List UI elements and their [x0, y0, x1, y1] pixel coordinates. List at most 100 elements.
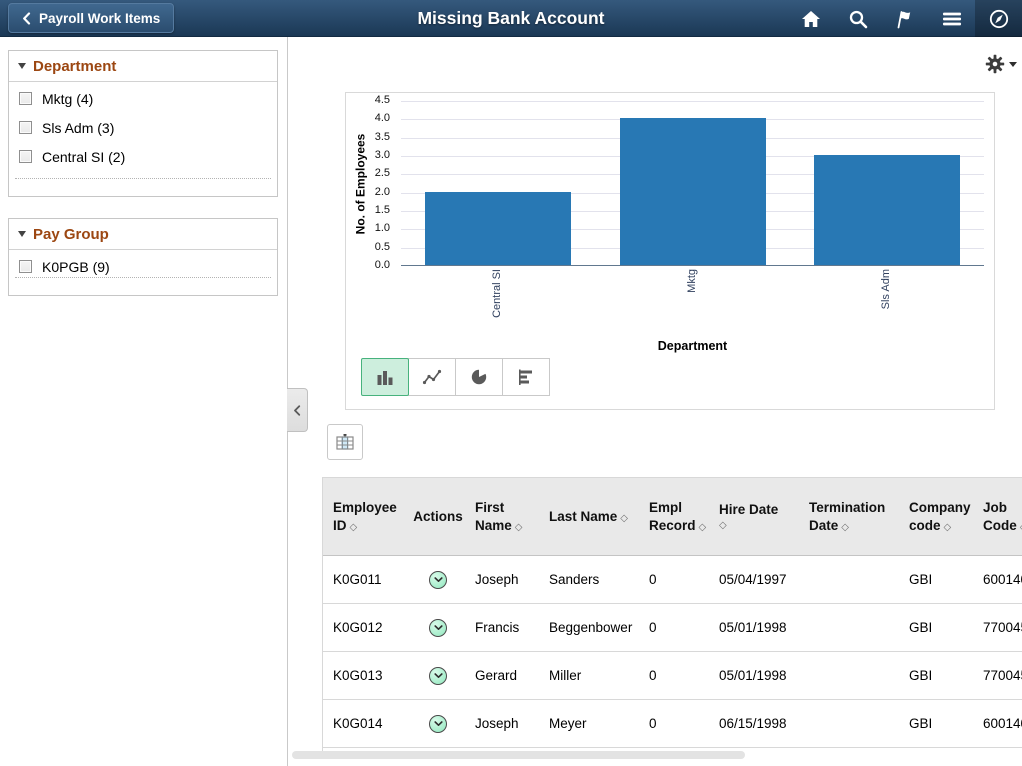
column-header-company-code[interactable]: Company code ◇	[899, 478, 979, 555]
cell-first-name: Joseph	[475, 716, 519, 731]
y-tick-label: 3.5	[374, 130, 390, 143]
caret-down-icon	[1009, 61, 1017, 67]
cell-empl-record: 0	[649, 716, 657, 731]
chart-type-bar-button[interactable]	[361, 358, 409, 396]
cell-termination-date	[799, 652, 899, 699]
chevron-down-icon	[433, 672, 443, 678]
y-tick-label: 4.0	[374, 112, 390, 125]
column-header-hire-date[interactable]: Hire Date ◇	[709, 478, 799, 555]
settings-gear-button[interactable]	[985, 54, 1017, 74]
row-actions-button[interactable]	[429, 570, 447, 589]
column-header-first-name[interactable]: First Name ◇	[465, 478, 539, 555]
y-tick-label: 1.5	[374, 204, 390, 216]
cell-employee-id: K0G011	[333, 572, 382, 587]
column-header-termination-date[interactable]: Termination Date ◇	[799, 478, 899, 555]
facet-department-header[interactable]: Department	[9, 51, 277, 82]
checkbox[interactable]	[19, 260, 32, 273]
column-header-employee-id[interactable]: Employee ID ◇	[323, 478, 409, 555]
sort-icon[interactable]: ◇	[841, 521, 849, 533]
back-button-label: Payroll Work Items	[39, 10, 161, 26]
column-header-last-name[interactable]: Last Name ◇	[539, 478, 639, 555]
facet-item-central-si[interactable]: Central SI (2)	[9, 142, 277, 171]
collapse-triangle-icon	[18, 63, 26, 69]
bar-sls-adm[interactable]	[813, 155, 960, 265]
menu-icon[interactable]	[928, 0, 975, 37]
grid-options-button[interactable]	[327, 424, 363, 460]
sort-icon[interactable]: ◇	[943, 521, 952, 533]
sort-icon[interactable]: ◇	[514, 521, 523, 533]
facet-item-label: K0PGB (9)	[42, 258, 110, 275]
flag-icon[interactable]	[881, 0, 928, 37]
y-tick-label: 3.0	[374, 149, 390, 161]
cell-job-code: 770045	[983, 620, 1022, 635]
row-actions-button[interactable]	[429, 666, 447, 685]
cell-company-code: GBI	[909, 668, 933, 683]
chart-type-line-button[interactable]	[408, 358, 456, 396]
chart-type-horizontal-bar-button[interactable]	[502, 358, 550, 396]
checkbox[interactable]	[19, 92, 32, 105]
y-tick-label: 2.5	[374, 167, 390, 180]
facet-title: Pay Group	[33, 225, 109, 243]
y-tick-label: 4.5	[374, 94, 390, 106]
table-row[interactable]: K0G012 Francis Beggenbower 0 05/01/1998 …	[323, 604, 1022, 652]
global-header: Payroll Work Items Missing Bank Account	[0, 0, 1022, 37]
facet-item-sls-adm[interactable]: Sls Adm (3)	[9, 113, 277, 142]
scrollbar-thumb[interactable]	[292, 751, 745, 759]
table-row[interactable]: K0G011 Joseph Sanders 0 05/04/1997 GBI 6…	[323, 556, 1022, 604]
chevron-down-icon	[433, 576, 443, 582]
chart-card: No. of Employees 0.0 0.5 1.0 1.5 2.0 2.5 3.0 3.…	[345, 92, 995, 410]
cell-last-name: Meyer	[549, 716, 587, 731]
navbar-icon[interactable]	[975, 0, 1022, 37]
search-icon[interactable]	[834, 0, 881, 37]
y-tick-label: 2.0	[374, 185, 390, 198]
bar-mktg[interactable]	[619, 118, 766, 265]
column-label: Company code	[909, 499, 971, 533]
x-axis-title: Department	[657, 339, 728, 353]
facet-pay-group-header[interactable]: Pay Group	[9, 219, 277, 250]
cell-job-code: 600140	[983, 716, 1022, 731]
y-tick-label: 1.0	[374, 222, 390, 235]
cell-first-name: Gerard	[475, 668, 518, 683]
facet-item-k0pgb[interactable]: K0PGB (9)	[9, 252, 277, 281]
table-row[interactable]: K0G013 Gerard Miller 0 05/01/1998 GBI 77…	[323, 652, 1022, 700]
facet-item-mktg[interactable]: Mktg (4)	[9, 84, 277, 113]
column-label: Actions	[413, 508, 463, 524]
sidebar-collapse-button[interactable]	[287, 388, 308, 432]
facet-sidebar: Department Mktg (4) Sls Adm (3) Central …	[0, 37, 288, 766]
column-label: Employee ID	[333, 499, 397, 533]
sort-icon[interactable]: ◇	[719, 519, 727, 531]
column-header-empl-record[interactable]: Empl Record ◇	[639, 478, 709, 555]
column-header-job-code[interactable]: Job Code◇	[979, 478, 1022, 555]
content: No. of Employees 0.0 0.5 1.0 1.5 2.0 2.5 3.0 3.…	[288, 37, 1022, 766]
cell-first-name: Joseph	[475, 572, 519, 587]
back-button[interactable]: Payroll Work Items	[8, 3, 175, 33]
home-icon[interactable]	[787, 0, 834, 37]
chevron-left-icon	[294, 404, 301, 416]
cell-hire-date: 05/04/1997	[719, 572, 787, 587]
column-label: First Name	[475, 499, 512, 533]
horizontal-scrollbar[interactable]	[292, 751, 1020, 761]
checkbox[interactable]	[19, 121, 32, 134]
sort-icon[interactable]: ◇	[620, 512, 628, 524]
cell-actions	[409, 604, 465, 651]
column-label: Job Code	[983, 499, 1017, 533]
cell-hire-date: 06/15/1998	[719, 716, 787, 731]
chart-type-pie-button[interactable]	[455, 358, 503, 396]
y-axis-ticks: 0.0 0.5 1.0 1.5 2.0 2.5 3.0 3.5 4.0 4.5	[346, 94, 394, 271]
sort-icon[interactable]: ◇	[1020, 522, 1022, 533]
facet-item-label: Central SI (2)	[42, 148, 126, 165]
x-tick-label: Central SI	[491, 269, 504, 318]
chart-gridline	[401, 101, 984, 102]
row-actions-button[interactable]	[429, 618, 447, 637]
sort-icon[interactable]: ◇	[349, 521, 358, 533]
row-actions-button[interactable]	[429, 714, 447, 733]
sort-icon[interactable]: ◇	[698, 521, 707, 533]
bar-central-si[interactable]	[425, 191, 572, 265]
checkbox[interactable]	[19, 150, 32, 163]
cell-company-code: GBI	[909, 716, 933, 731]
cell-empl-record: 0	[649, 668, 657, 683]
cell-actions	[409, 652, 465, 699]
table-row[interactable]: K0G014 Joseph Meyer 0 06/15/1998 GBI 600…	[323, 700, 1022, 748]
bar-chart-icon	[377, 371, 393, 385]
cell-job-code: 770045	[983, 668, 1022, 683]
